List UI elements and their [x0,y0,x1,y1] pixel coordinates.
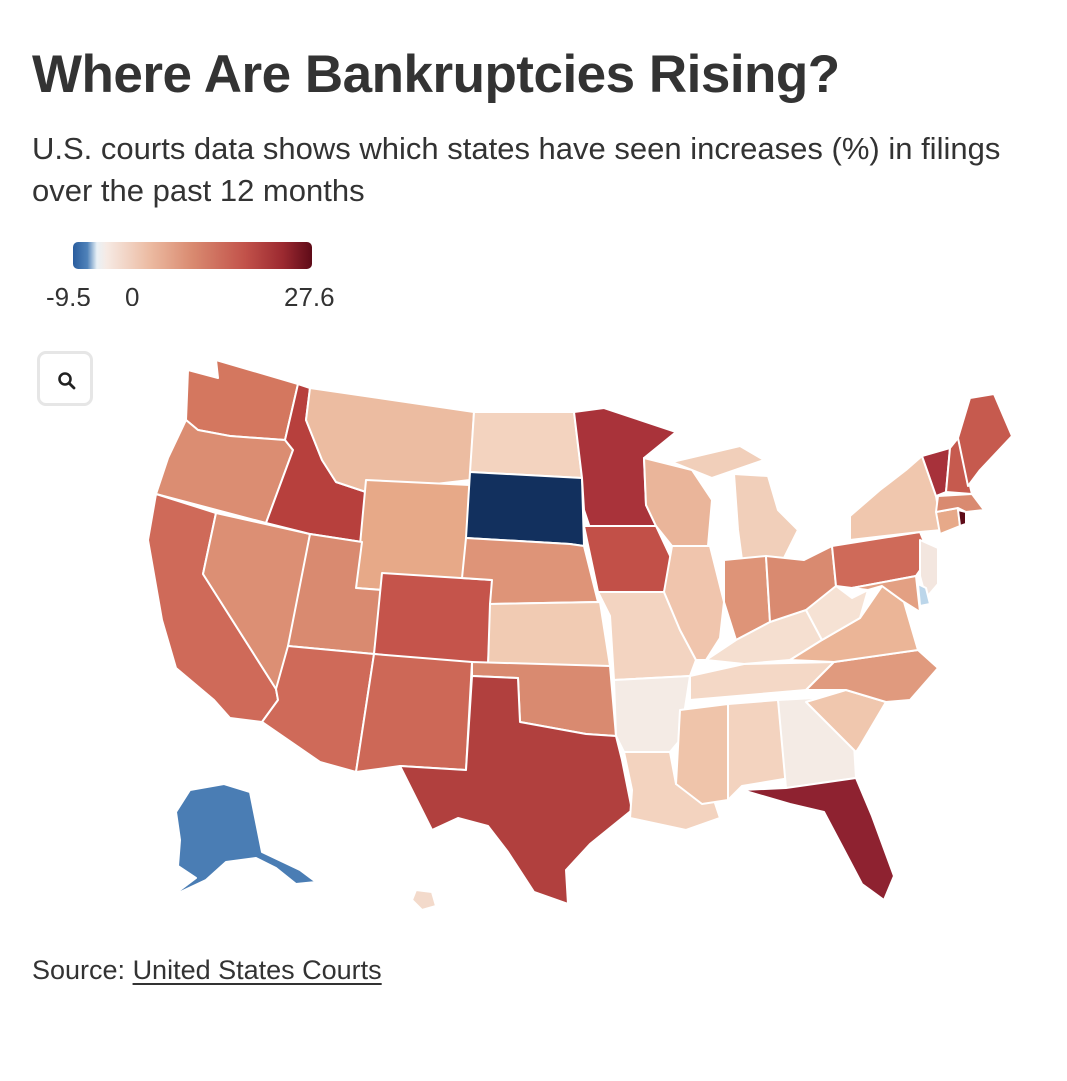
page-title: Where Are Bankruptcies Rising? [32,45,840,104]
zoom-button[interactable] [37,351,93,406]
state-SC[interactable] [805,689,887,753]
legend-gradient-bar [73,242,312,269]
search-icon [58,372,76,390]
state-ND[interactable] [469,411,583,479]
state-WA[interactable] [185,359,299,441]
state-MA[interactable] [935,493,985,513]
state-MS[interactable] [675,703,729,805]
state-KS[interactable] [487,601,611,667]
state-AK[interactable] [171,783,317,897]
legend-zero-label: 0 [125,282,140,306]
state-GA[interactable] [777,697,857,789]
state-NM[interactable] [355,653,473,773]
state-TN[interactable] [689,661,835,701]
state-IA[interactable] [583,525,673,593]
state-MI[interactable] [671,445,799,561]
state-CO[interactable] [373,572,493,667]
state-NJ[interactable] [919,539,939,599]
color-legend: -9.5 0 27.6 [40,240,340,306]
us-choropleth-map [147,359,1013,911]
source-prefix: Source: [32,955,133,985]
state-FL[interactable] [741,777,895,901]
state-HI[interactable] [411,889,437,911]
state-ME[interactable] [957,393,1013,487]
source-credit: Source: United States Courts [32,955,382,986]
state-TX[interactable] [399,675,633,905]
legend-min-label: -9.5 [46,282,91,306]
state-DE[interactable] [917,583,931,607]
source-link[interactable]: United States Courts [132,955,382,985]
state-NH[interactable] [945,437,973,495]
legend-max-label: 27.6 [284,282,335,306]
page-subtitle: U.S. courts data shows which states have… [32,131,1001,208]
state-SD[interactable] [465,471,585,547]
state-LA[interactable] [623,751,721,831]
state-MD[interactable] [851,575,921,613]
state-AL[interactable] [727,699,791,801]
